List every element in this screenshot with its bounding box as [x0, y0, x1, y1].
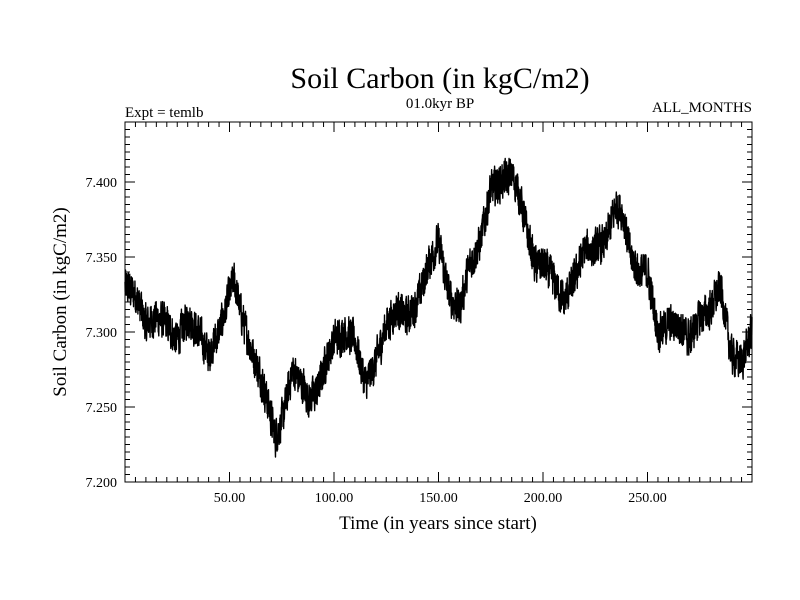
- x-axis-label: Time (in years since start): [339, 513, 537, 534]
- y-tick-label: 7.350: [86, 251, 118, 266]
- x-tick-label: 200.00: [524, 491, 563, 506]
- x-tick-label: 50.00: [214, 491, 246, 506]
- y-tick-label: 7.250: [86, 401, 118, 416]
- soil-carbon-series-line: [124, 157, 753, 458]
- y-axis-label: Soil Carbon (in kgC/m2): [50, 207, 71, 396]
- y-tick-labels: 7.200 7.250 7.300 7.350 7.400: [86, 176, 118, 491]
- chart-title: Soil Carbon (in kgC/m2): [290, 62, 589, 95]
- x-tick-labels: 50.00 100.00 150.00 200.00 250.00: [214, 491, 667, 506]
- series-layer: [124, 157, 753, 458]
- y-tick-label: 7.400: [86, 176, 118, 191]
- season-label: ALL_MONTHS: [652, 100, 752, 116]
- x-tick-label: 100.00: [315, 491, 354, 506]
- x-tick-label: 150.00: [419, 491, 458, 506]
- y-tick-label: 7.300: [86, 326, 118, 341]
- tick-marks: [125, 122, 752, 483]
- x-tick-label: 250.00: [628, 491, 667, 506]
- plot-frame: [124, 121, 753, 483]
- y-tick-label: 7.200: [86, 476, 118, 491]
- chart-subtitle: 01.0kyr BP: [406, 96, 474, 112]
- experiment-label: Expt = temlb: [125, 105, 203, 121]
